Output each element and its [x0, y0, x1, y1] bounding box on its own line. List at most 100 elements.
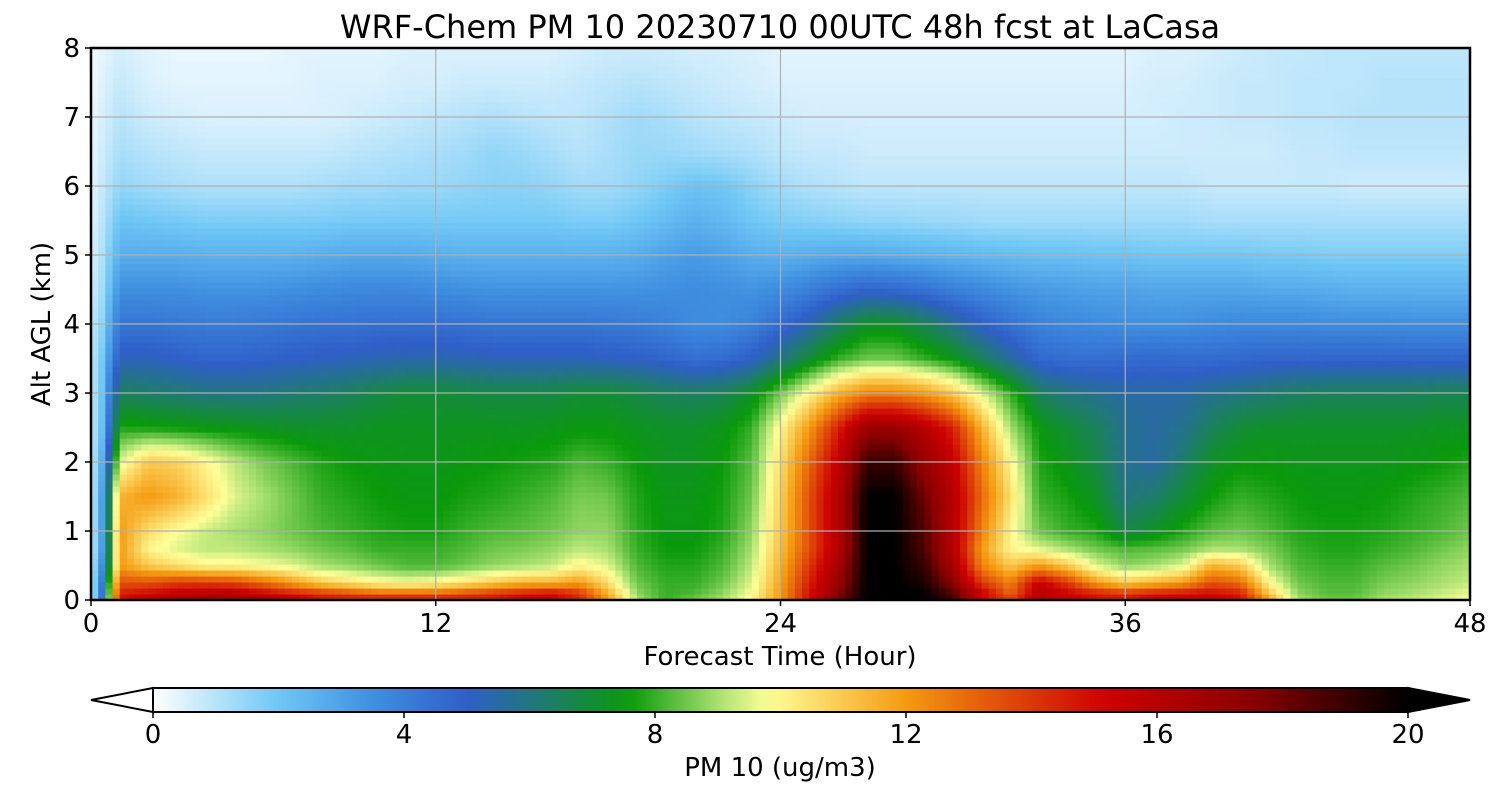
heatmap-cell	[119, 510, 128, 517]
heatmap-cell	[1247, 594, 1256, 600]
heatmap-cell	[1232, 546, 1241, 553]
heatmap-cell	[1046, 486, 1055, 493]
heatmap-cell	[450, 510, 458, 517]
heatmap-cell	[1060, 468, 1069, 475]
heatmap-cell	[349, 504, 358, 511]
heatmap-cell	[105, 570, 114, 577]
heatmap-cell	[299, 474, 308, 481]
heatmap-cell	[306, 456, 315, 463]
heatmap-cell	[471, 504, 480, 511]
heatmap-cell	[371, 576, 379, 583]
heatmap-cell	[1153, 474, 1162, 481]
heatmap-cell	[407, 468, 415, 475]
heatmap-cell	[442, 522, 451, 529]
heatmap-cell	[536, 546, 545, 553]
heatmap-cell	[945, 516, 954, 523]
heatmap-cell	[399, 462, 408, 469]
heatmap-cell	[960, 510, 968, 517]
heatmap-cell	[931, 498, 940, 505]
heatmap-cell	[1398, 462, 1406, 469]
heatmap-cell	[320, 450, 329, 457]
heatmap-cell	[1046, 450, 1055, 457]
heatmap-cell	[644, 540, 652, 547]
heatmap-cell	[766, 576, 774, 583]
heatmap-cell	[284, 456, 293, 463]
heatmap-cell	[916, 570, 925, 577]
heatmap-cell	[1096, 486, 1105, 493]
heatmap-cell	[313, 564, 322, 571]
heatmap-cell	[1082, 492, 1090, 499]
heatmap-cell	[1455, 462, 1464, 469]
heatmap-cell	[328, 510, 336, 517]
heatmap-cell	[543, 594, 552, 600]
heatmap-cell	[270, 486, 279, 493]
heatmap-cell	[1426, 582, 1435, 589]
heatmap-cell	[1139, 468, 1148, 475]
heatmap-cell	[435, 576, 444, 583]
heatmap-cell	[758, 516, 767, 523]
heatmap-cell	[98, 552, 106, 559]
heatmap-cell	[184, 504, 193, 511]
heatmap-cell	[1419, 546, 1428, 553]
heatmap-cell	[1462, 486, 1470, 493]
heatmap-cell	[1089, 486, 1098, 493]
heatmap-cell	[335, 474, 343, 481]
heatmap-cell	[579, 546, 588, 553]
heatmap-cell	[486, 522, 494, 529]
heatmap-cell	[320, 474, 329, 481]
heatmap-cell	[615, 498, 624, 505]
heatmap-cell	[198, 444, 207, 451]
heatmap-cell	[881, 594, 889, 600]
heatmap-cell	[378, 492, 387, 499]
heatmap-cell	[1290, 588, 1299, 595]
heatmap-cell	[687, 456, 695, 463]
heatmap-cell	[335, 546, 343, 553]
heatmap-cell	[737, 570, 746, 577]
heatmap-cell	[1103, 516, 1112, 523]
heatmap-cell	[916, 468, 925, 475]
heatmap-cell	[234, 516, 243, 523]
heatmap-cell	[1153, 456, 1162, 463]
heatmap-cell	[809, 462, 818, 469]
heatmap-cell	[1218, 510, 1227, 517]
heatmap-cell	[1182, 474, 1191, 481]
heatmap-cell	[1247, 588, 1256, 595]
heatmap-cell	[1031, 594, 1040, 600]
heatmap-cell	[1448, 570, 1457, 577]
heatmap-cell	[615, 582, 624, 589]
heatmap-cell	[435, 558, 444, 565]
heatmap-cell	[744, 594, 753, 600]
heatmap-cell	[1082, 498, 1090, 505]
heatmap-cell	[471, 570, 480, 577]
heatmap-cell	[730, 480, 738, 487]
heatmap-cell	[593, 588, 602, 595]
heatmap-cell	[1211, 504, 1220, 511]
heatmap-cell	[263, 486, 272, 493]
heatmap-cell	[600, 582, 609, 589]
heatmap-cell	[1390, 492, 1399, 499]
heatmap-cell	[694, 492, 703, 499]
heatmap-cell	[766, 486, 774, 493]
heatmap-cell	[802, 552, 810, 559]
heatmap-cell	[837, 582, 846, 589]
heatmap-cell	[636, 576, 645, 583]
heatmap-cell	[737, 582, 746, 589]
heatmap-cell	[1254, 456, 1263, 463]
heatmap-cell	[1333, 486, 1342, 493]
heatmap-cell	[184, 576, 193, 583]
heatmap-cell	[715, 558, 724, 565]
heatmap-cell	[837, 558, 846, 565]
heatmap-cell	[1362, 480, 1371, 487]
heatmap-cell	[1153, 450, 1162, 457]
heatmap-cell	[507, 564, 516, 571]
heatmap-cell	[227, 546, 236, 553]
heatmap-cell	[435, 450, 444, 457]
heatmap-cell	[1276, 498, 1284, 505]
heatmap-cell	[615, 540, 624, 547]
heatmap-cell	[816, 576, 825, 583]
heatmap-cell	[320, 570, 329, 577]
heatmap-cell	[1419, 534, 1428, 541]
heatmap-cell	[1383, 444, 1392, 451]
heatmap-cell	[1153, 582, 1162, 589]
heatmap-cell	[342, 576, 351, 583]
